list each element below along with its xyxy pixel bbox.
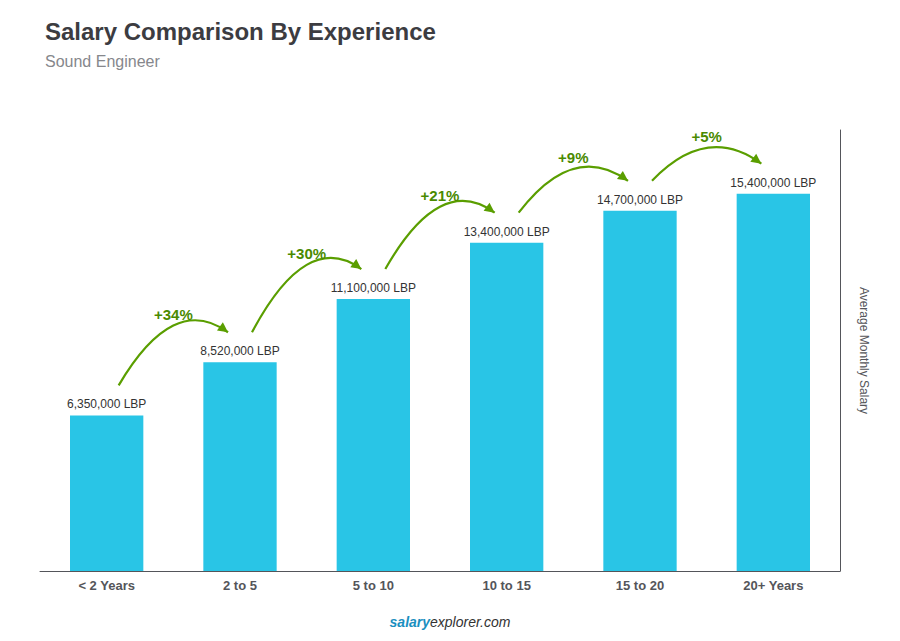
svg-text:+34%: +34% — [154, 306, 193, 323]
svg-text:+21%: +21% — [421, 187, 460, 204]
svg-text:8,520,000 LBP: 8,520,000 LBP — [200, 344, 279, 358]
svg-text:+5%: +5% — [691, 128, 721, 145]
svg-text:salary: salary — [390, 614, 432, 630]
svg-text:14,700,000 LBP: 14,700,000 LBP — [597, 193, 683, 207]
svg-text:15,400,000 LBP: 15,400,000 LBP — [730, 176, 816, 190]
svg-text:10 to 15: 10 to 15 — [482, 578, 530, 593]
svg-text:6,350,000 LBP: 6,350,000 LBP — [67, 397, 146, 411]
svg-text:+30%: +30% — [287, 245, 326, 262]
svg-text:Salary Comparison By Experienc: Salary Comparison By Experience — [45, 18, 436, 45]
svg-text:11,100,000 LBP: 11,100,000 LBP — [331, 281, 416, 295]
svg-text:+9%: +9% — [558, 149, 588, 166]
svg-text:Average Monthly Salary: Average Monthly Salary — [857, 287, 871, 414]
svg-text:5 to 10: 5 to 10 — [353, 578, 394, 593]
svg-text:13,400,000 LBP: 13,400,000 LBP — [464, 225, 550, 239]
svg-text:< 2 Years: < 2 Years — [78, 578, 135, 593]
svg-text:Sound Engineer: Sound Engineer — [45, 53, 160, 70]
svg-text:2 to 5: 2 to 5 — [223, 578, 257, 593]
svg-text:explorer.com: explorer.com — [430, 614, 511, 630]
svg-text:20+ Years: 20+ Years — [743, 578, 803, 593]
svg-text:15 to 20: 15 to 20 — [616, 578, 664, 593]
